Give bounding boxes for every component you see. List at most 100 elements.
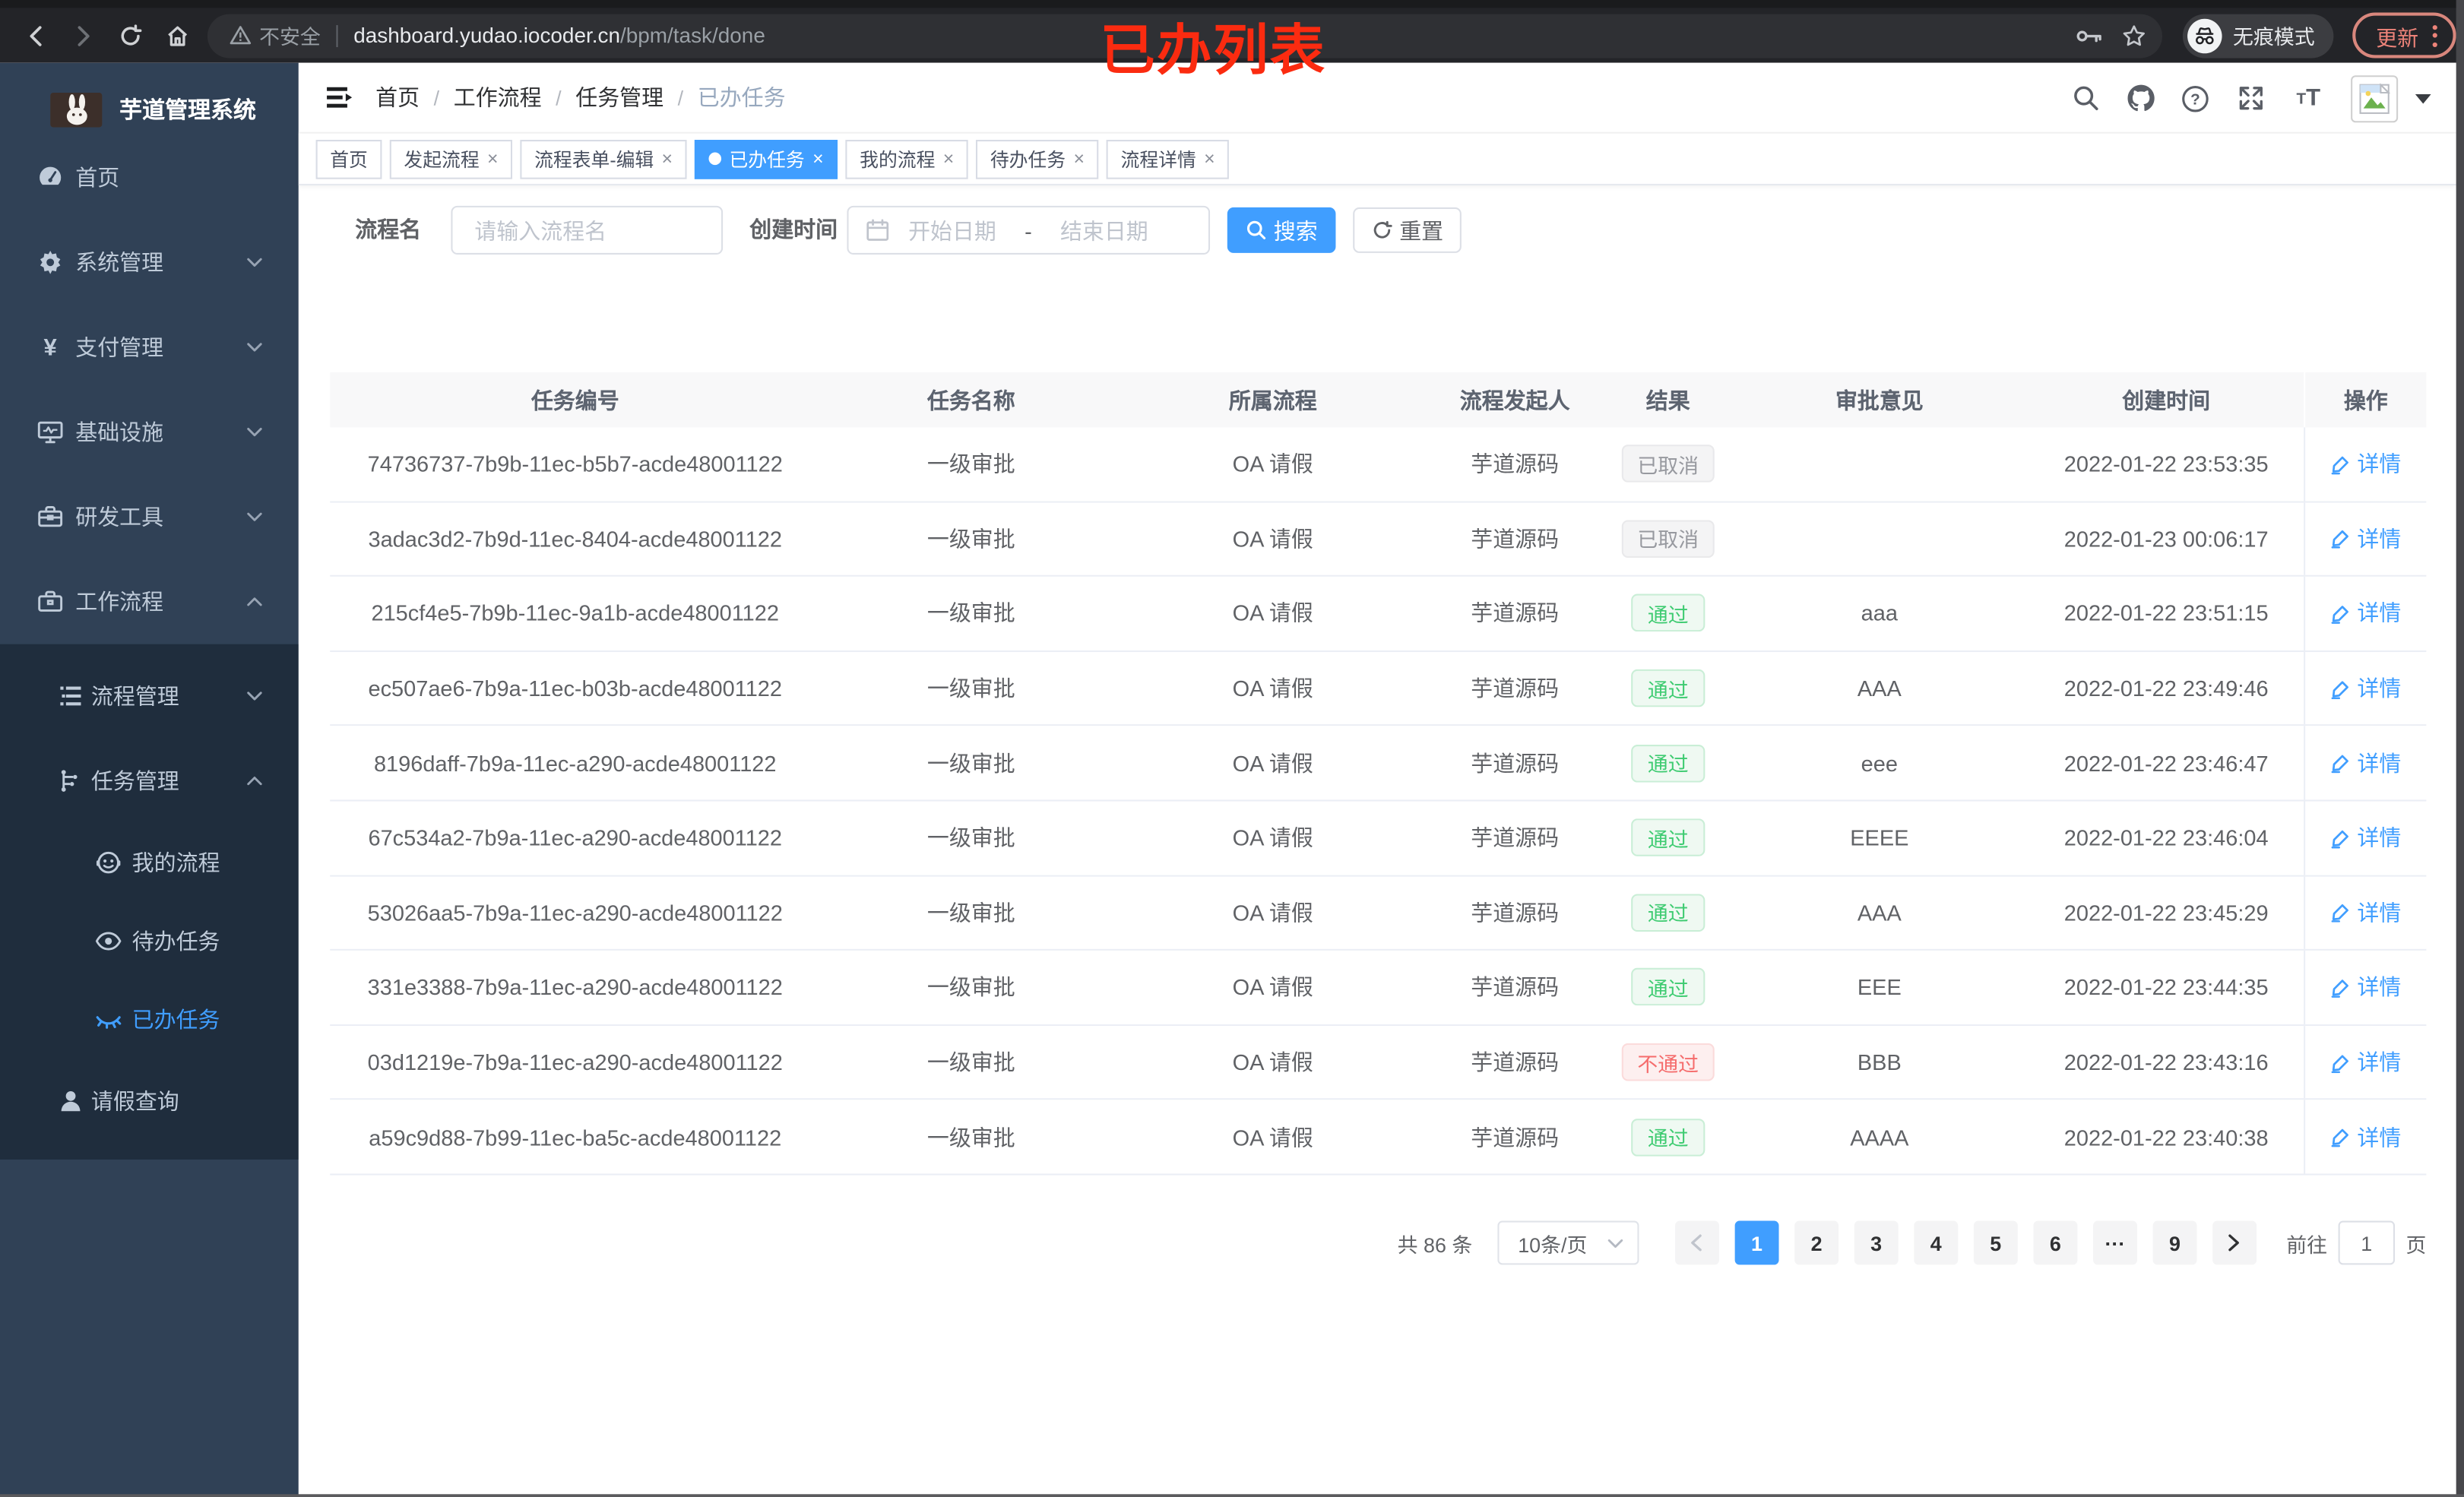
- detail-link[interactable]: 详情: [2330, 448, 2401, 479]
- home-icon[interactable]: [154, 15, 201, 56]
- detail-link[interactable]: 详情: [2330, 972, 2401, 1003]
- start-date-placeholder: 开始日期: [908, 214, 996, 245]
- detail-link[interactable]: 详情: [2330, 1046, 2401, 1078]
- avatar-caret-icon[interactable]: [2415, 93, 2431, 103]
- breadcrumb-item[interactable]: 工作流程: [454, 82, 542, 113]
- back-icon[interactable]: [13, 15, 60, 56]
- detail-link[interactable]: 详情: [2330, 598, 2401, 629]
- github-icon[interactable]: [2124, 83, 2155, 114]
- detail-link-label: 详情: [2357, 822, 2401, 853]
- table-row: 215cf4e5-7b9b-11ec-9a1b-acde48001122 一级审…: [330, 577, 2426, 651]
- sidebar-item-label: 支付管理: [75, 331, 163, 362]
- goto-page-input[interactable]: 1: [2339, 1221, 2395, 1265]
- cell-task-name: 一级审批: [820, 822, 1122, 853]
- key-icon[interactable]: [2076, 26, 2102, 45]
- sidebar-item-eye[interactable]: 待办任务: [0, 902, 299, 980]
- more-pages-button[interactable]: ···: [2093, 1221, 2137, 1265]
- close-icon[interactable]: ×: [943, 149, 955, 168]
- bookmark-star-icon[interactable]: [2121, 23, 2146, 48]
- browser-menu-icon[interactable]: [2433, 24, 2437, 46]
- reset-button-label: 重置: [1399, 214, 1443, 245]
- reset-button[interactable]: 重置: [1353, 207, 1462, 253]
- search-button-icon: [1246, 220, 1266, 240]
- sidebar-item-list-tree[interactable]: 流程管理: [0, 654, 299, 739]
- date-range-input[interactable]: 开始日期 - 结束日期: [847, 206, 1210, 255]
- tab-待办任务[interactable]: 待办任务×: [976, 139, 1098, 179]
- tab-发起流程[interactable]: 发起流程×: [390, 139, 512, 179]
- page-button-5[interactable]: 5: [1974, 1221, 2018, 1265]
- detail-link-label: 详情: [2357, 897, 2401, 928]
- select-caret-icon: [1607, 1237, 1623, 1248]
- fullscreen-icon[interactable]: [2234, 83, 2266, 114]
- sidebar-item-gear[interactable]: 系统管理: [0, 220, 299, 305]
- page-button-3[interactable]: 3: [1854, 1221, 1899, 1265]
- process-name-input[interactable]: 请输入流程名: [451, 206, 723, 255]
- tab-首页[interactable]: 首页: [316, 139, 382, 179]
- page-button-2[interactable]: 2: [1794, 1221, 1838, 1265]
- detail-link-label: 详情: [2357, 448, 2401, 479]
- detail-link[interactable]: 详情: [2330, 897, 2401, 928]
- tab-我的流程[interactable]: 我的流程×: [846, 139, 968, 179]
- sidebar-item-eye-closed[interactable]: 已办任务: [0, 980, 299, 1059]
- sidebar-item-label: 任务管理: [91, 765, 179, 796]
- result-badge: 通过: [1632, 595, 1704, 633]
- cell-opinion: EEEE: [1730, 825, 2029, 850]
- cell-task-id: 74736737-7b9b-11ec-b5b7-acde48001122: [330, 451, 820, 476]
- sidebar-item-face[interactable]: 我的流程: [0, 823, 299, 901]
- update-chrome-button[interactable]: 更新: [2352, 13, 2456, 59]
- detail-link[interactable]: 详情: [2330, 673, 2401, 704]
- security-chip[interactable]: 不安全: [230, 21, 321, 50]
- column-header: 流程发起人: [1424, 385, 1606, 416]
- close-icon[interactable]: ×: [487, 149, 499, 168]
- tab-流程详情[interactable]: 流程详情×: [1107, 139, 1229, 179]
- detail-link[interactable]: 详情: [2330, 523, 2401, 554]
- sidebar-item-toolbox[interactable]: 研发工具: [0, 474, 299, 559]
- next-page-button[interactable]: [2212, 1221, 2257, 1265]
- monitor-icon: [36, 418, 65, 446]
- sidebar-fold-icon[interactable]: [324, 82, 355, 113]
- search-icon[interactable]: [2070, 83, 2101, 114]
- close-icon[interactable]: ×: [1073, 149, 1085, 168]
- sidebar-item-dashboard[interactable]: 首页: [0, 135, 299, 220]
- column-header: 创建时间: [2029, 385, 2304, 416]
- sidebar-item-user[interactable]: 请假查询: [0, 1059, 299, 1144]
- reset-icon: [1371, 220, 1392, 240]
- table-row: ec507ae6-7b9a-11ec-b03b-acde48001122 一级审…: [330, 652, 2426, 726]
- close-icon[interactable]: ×: [1204, 149, 1215, 168]
- help-icon[interactable]: ?: [2180, 83, 2211, 114]
- window-edge: [2456, 0, 2464, 1497]
- breadcrumb-item[interactable]: 首页: [375, 82, 420, 113]
- detail-link[interactable]: 详情: [2330, 747, 2401, 778]
- cell-actions: 详情: [2304, 876, 2426, 949]
- prev-page-button[interactable]: [1675, 1221, 1719, 1265]
- tab-已办任务[interactable]: 已办任务×: [695, 139, 838, 179]
- reload-icon[interactable]: [107, 15, 154, 56]
- close-icon[interactable]: ×: [812, 149, 824, 168]
- edit-icon: [2330, 828, 2351, 848]
- detail-link[interactable]: 详情: [2330, 1122, 2401, 1153]
- sidebar-item-yen[interactable]: ¥支付管理: [0, 305, 299, 390]
- cell-task-id: 331e3388-7b9a-11ec-a290-acde48001122: [330, 975, 820, 1000]
- sidebar-item-briefcase[interactable]: 工作流程: [0, 559, 299, 644]
- sidebar-item-monitor[interactable]: 基础设施: [0, 390, 299, 475]
- page-button-6[interactable]: 6: [2033, 1221, 2077, 1265]
- detail-link[interactable]: 详情: [2330, 822, 2401, 853]
- breadcrumb-item[interactable]: 任务管理: [575, 82, 664, 113]
- cell-created-time: 2022-01-22 23:46:04: [2029, 825, 2304, 850]
- font-size-icon[interactable]: TT: [2289, 83, 2327, 114]
- pagination-total: 共 86 条: [1398, 1228, 1473, 1258]
- forward-icon[interactable]: [60, 15, 107, 56]
- page-button-4[interactable]: 4: [1914, 1221, 1958, 1265]
- user-avatar[interactable]: [2351, 74, 2398, 122]
- cell-starter: 芋道源码: [1424, 747, 1606, 778]
- search-button[interactable]: 搜索: [1227, 207, 1336, 253]
- page-size-select[interactable]: 10条/页: [1497, 1221, 1639, 1265]
- sidebar-item-flow[interactable]: 任务管理: [0, 739, 299, 824]
- app-logo-row[interactable]: 芋道管理系统: [0, 63, 299, 135]
- page-annotation: 已办列表: [1100, 6, 1326, 86]
- page-button-9[interactable]: 9: [2153, 1221, 2197, 1265]
- close-icon[interactable]: ×: [662, 149, 673, 168]
- tab-流程表单-编辑[interactable]: 流程表单-编辑×: [520, 139, 686, 179]
- page-button-1[interactable]: 1: [1735, 1221, 1779, 1265]
- cell-starter: 芋道源码: [1424, 448, 1606, 479]
